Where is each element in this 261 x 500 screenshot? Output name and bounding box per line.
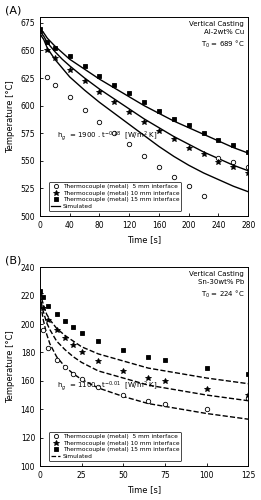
Legend: Thermocouple (metal)  5 mm interface, Thermocouple (metal) 10 mm interface, Ther: Thermocouple (metal) 5 mm interface, The…: [49, 432, 181, 461]
Text: Vertical Casting
Al-2wt% Cu
T$_0$ = 689 °C: Vertical Casting Al-2wt% Cu T$_0$ = 689 …: [189, 22, 244, 50]
Y-axis label: Temperature [°C]: Temperature [°C]: [6, 330, 15, 403]
Text: (A): (A): [4, 6, 21, 16]
Legend: Thermocouple (metal)  5 mm interface, Thermocouple (metal) 10 mm interface, Ther: Thermocouple (metal) 5 mm interface, The…: [49, 182, 181, 211]
Text: h$_g$  = 1100 . t$^{-0.01}$  [W/m$^2$ K]: h$_g$ = 1100 . t$^{-0.01}$ [W/m$^2$ K]: [57, 380, 157, 394]
Y-axis label: Temperature [°C]: Temperature [°C]: [6, 80, 15, 153]
Text: (B): (B): [4, 256, 21, 266]
Text: Vertical Casting
Sn-30wt% Pb
T$_0$ = 224 °C: Vertical Casting Sn-30wt% Pb T$_0$ = 224…: [189, 272, 244, 299]
Text: h$_g$  = 1900 . t$^{-0.18}$  [W/m$^2$ K]: h$_g$ = 1900 . t$^{-0.18}$ [W/m$^2$ K]: [57, 130, 157, 143]
X-axis label: Time [s]: Time [s]: [127, 236, 161, 244]
X-axis label: Time [s]: Time [s]: [127, 486, 161, 494]
